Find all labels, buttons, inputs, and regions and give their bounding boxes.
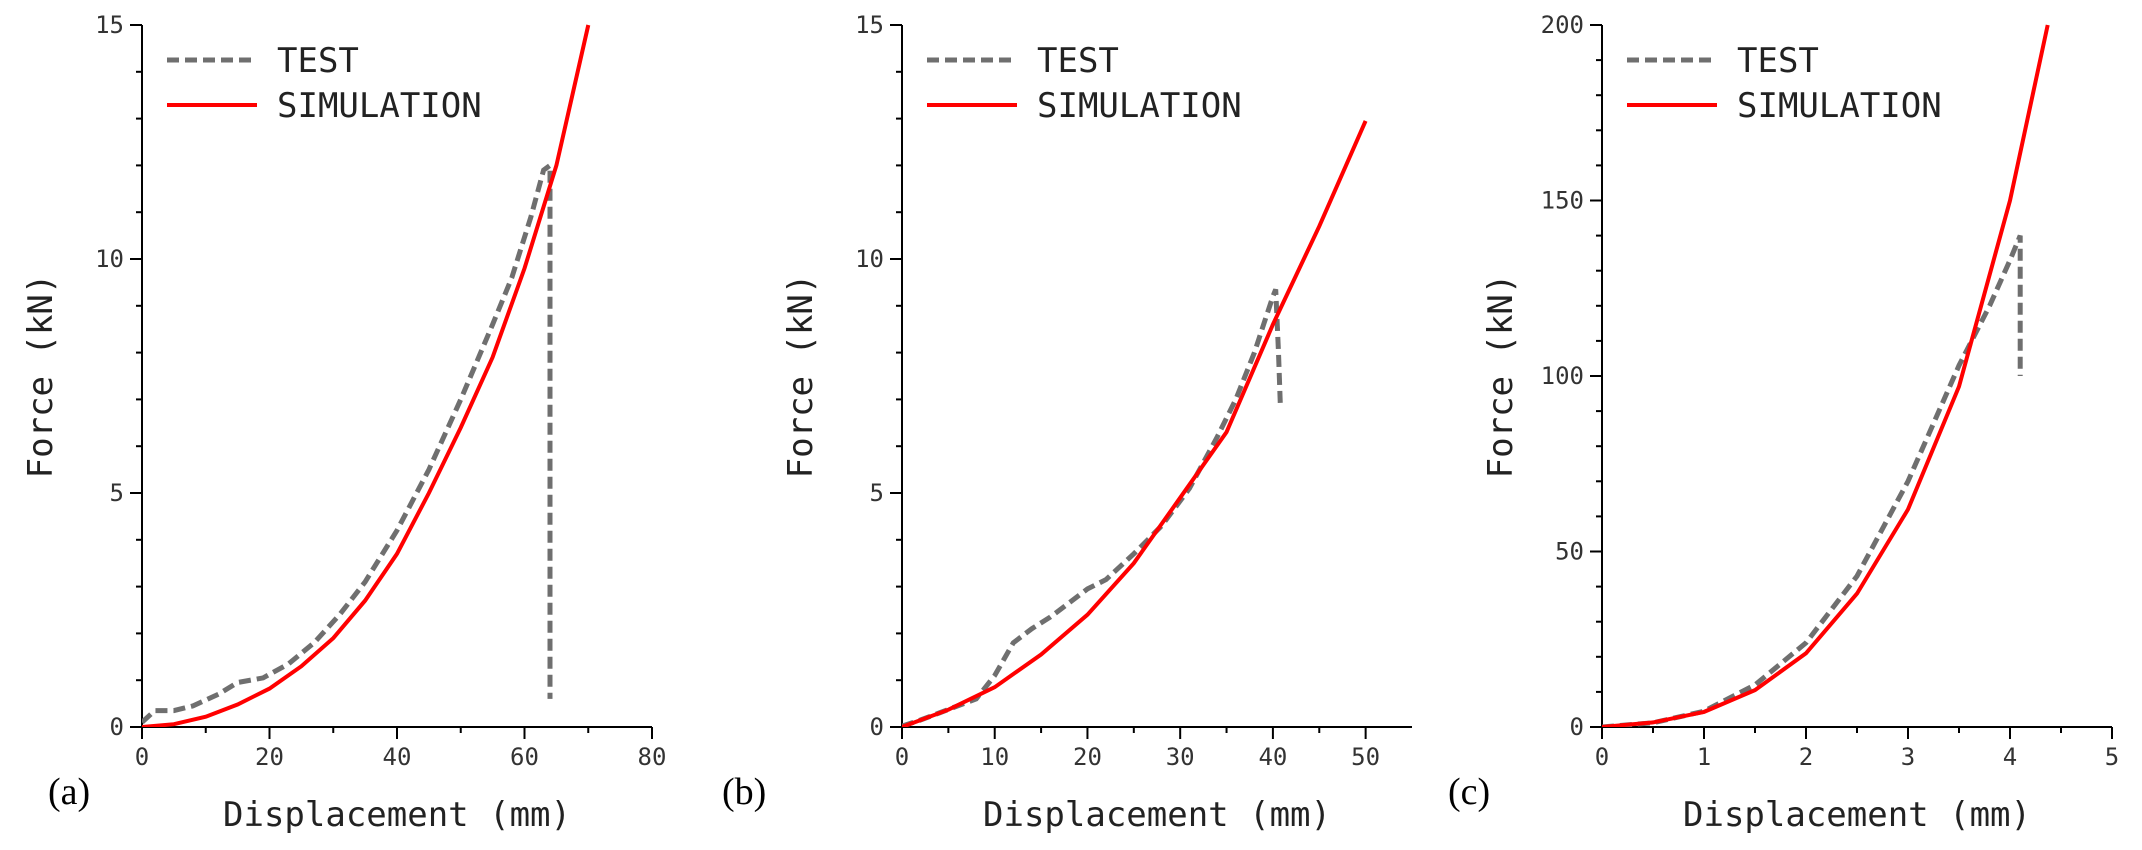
legend-label: SIMULATION <box>277 86 482 126</box>
y-tick-label: 50 <box>1555 538 1584 566</box>
y-tick-label: 200 <box>1541 11 1584 39</box>
y-axis-title: Force (kN) <box>21 274 61 479</box>
x-tick-label: 3 <box>1901 743 1915 771</box>
y-tick-label: 0 <box>870 713 884 741</box>
test-series-line <box>142 160 553 725</box>
x-tick-label: 60 <box>510 743 539 771</box>
panel-label: (b) <box>722 771 766 813</box>
legend-label: SIMULATION <box>1737 86 1942 126</box>
y-tick-label: 10 <box>95 245 124 273</box>
test-series-line <box>1602 234 2023 727</box>
x-tick-label: 4 <box>2003 743 2017 771</box>
y-tick-label: 15 <box>95 11 124 39</box>
x-tick-label: 50 <box>1351 743 1380 771</box>
x-tick-label: 2 <box>1799 743 1813 771</box>
x-tick-label: 0 <box>895 743 909 771</box>
y-tick-label: 15 <box>855 11 884 39</box>
chart-panel-a: 0 20 40 60 80 0 5 10 15 Displacement (mm) Force (k… <box>21 11 666 835</box>
x-tick-label: 0 <box>135 743 149 771</box>
x-tick-label: 80 <box>638 743 667 771</box>
simulation-series-line <box>1602 24 2050 727</box>
x-axis-title: Displacement (mm) <box>983 795 1331 835</box>
y-tick-label: 150 <box>1541 187 1584 215</box>
x-tick-label: 40 <box>1258 743 1287 771</box>
x-tick-label: 40 <box>383 743 412 771</box>
chart-panel-b: 0 10 20 30 40 50 0 5 10 15 Displacement (mm) Force … <box>722 11 1412 835</box>
x-tick-label: 0 <box>1595 743 1609 771</box>
y-tick-label: 0 <box>1570 713 1584 741</box>
legend-label: TEST <box>277 41 359 81</box>
simulation-series-line <box>902 120 1368 727</box>
y-tick-label: 0 <box>110 713 124 741</box>
simulation-series-line <box>142 24 591 727</box>
x-tick-label: 1 <box>1697 743 1711 771</box>
legend-label: TEST <box>1737 41 1819 81</box>
x-tick-label: 5 <box>2105 743 2119 771</box>
y-tick-label: 5 <box>870 479 884 507</box>
y-tick-label: 10 <box>855 245 884 273</box>
panel-label: (c) <box>1448 771 1490 813</box>
test-series-line <box>902 288 1283 727</box>
x-tick-label: 20 <box>1073 743 1102 771</box>
panel-label: (a) <box>48 771 90 813</box>
x-axis-title: Displacement (mm) <box>223 795 571 835</box>
y-tick-label: 5 <box>110 479 124 507</box>
y-axis-title: Force (kN) <box>1481 274 1521 479</box>
x-tick-label: 30 <box>1166 743 1195 771</box>
y-tick-label: 100 <box>1541 362 1584 390</box>
x-axis-title: Displacement (mm) <box>1683 795 2031 835</box>
legend-label: TEST <box>1037 41 1119 81</box>
legend-label: SIMULATION <box>1037 86 1242 126</box>
x-tick-label: 20 <box>255 743 284 771</box>
x-tick-label: 10 <box>980 743 1009 771</box>
y-axis-title: Force (kN) <box>781 274 821 479</box>
